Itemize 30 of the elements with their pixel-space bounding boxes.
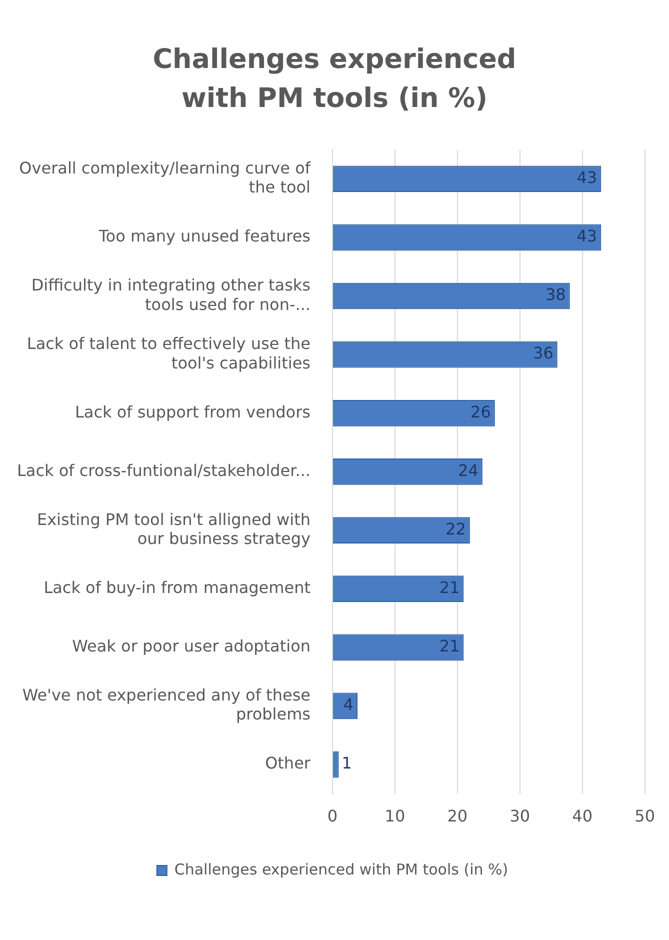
data-label: 43 — [576, 168, 598, 188]
data-label: 26 — [470, 402, 491, 422]
data-label: 24 — [458, 461, 478, 480]
y-tick-label: Lack of cross-funtional/stakeholder... — [16, 461, 310, 480]
data-label: 38 — [546, 285, 566, 304]
data-label: 4 — [343, 695, 354, 714]
y-tick-label: Weak or poor user adoptation — [72, 636, 310, 656]
data-label: 43 — [576, 226, 598, 246]
x-tick-label: 20 — [447, 806, 468, 826]
data-label: 21 — [439, 578, 460, 598]
data-label: 36 — [533, 344, 554, 364]
y-tick-label: Overall complexity/learning curve of the tool — [19, 158, 311, 197]
y-tick-label: Lack of support from vendors — [74, 402, 310, 422]
y-tick-label: Lack of talent to effectively use the tool's capabilities — [26, 334, 310, 373]
x-tick-label: 40 — [572, 806, 593, 826]
y-tick-label: Other — [265, 754, 311, 773]
y-tick-label: Existing PM tool isn't alligned with our business strategy — [36, 510, 310, 548]
chart-title: Challenges experienced with PM tools (in %) — [152, 43, 518, 116]
x-tick-label: 0 — [327, 806, 338, 826]
data-label: 1 — [342, 754, 352, 773]
x-tick-label: 50 — [634, 806, 655, 826]
data-label: 22 — [446, 520, 466, 539]
y-tick-label: Lack of buy-in from management — [44, 578, 310, 598]
data-label: 21 — [439, 636, 460, 656]
x-tick-label: 10 — [384, 806, 406, 826]
legend-label: Challenges experienced with PM tools (in %) — [174, 860, 508, 879]
x-tick-label: 30 — [510, 806, 530, 826]
y-tick-label: Difficulty in integrating other tasks tools used for non-... — [31, 276, 310, 314]
y-tick-label: Too many unused features — [98, 226, 310, 246]
y-tick-label: We've not experienced any of these problems — [22, 686, 310, 724]
